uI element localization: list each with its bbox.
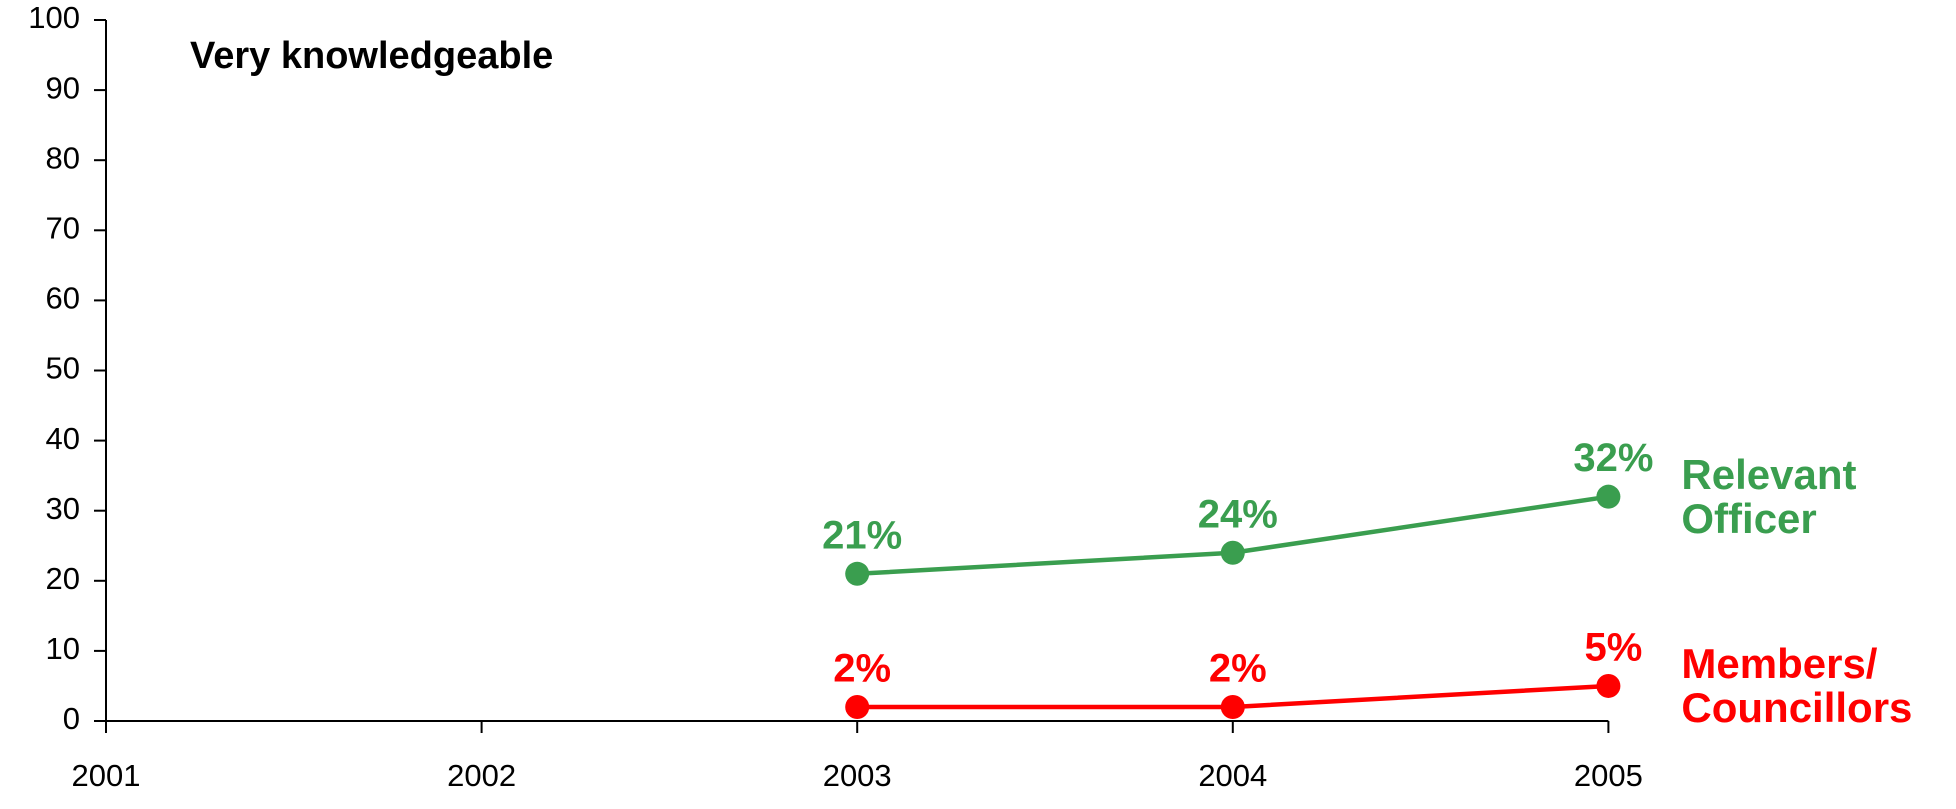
x-tick-label: 2004 <box>1198 758 1267 793</box>
y-tick-label: 0 <box>63 701 80 736</box>
y-tick-label: 40 <box>46 421 80 456</box>
data-label: 24% <box>1198 492 1278 536</box>
y-tick-label: 20 <box>46 561 80 596</box>
point <box>1596 484 1621 509</box>
legend-entry: Members/ Councillors <box>1681 639 1913 731</box>
y-tick-label: 80 <box>46 140 80 175</box>
point <box>1220 694 1245 719</box>
y-tick-label: 10 <box>46 631 80 666</box>
y-tick-label: 50 <box>46 351 80 386</box>
x-tick-label: 2001 <box>72 758 141 793</box>
x-tick-label: 2005 <box>1574 758 1643 793</box>
point <box>1596 673 1621 698</box>
data-label: 5% <box>1584 626 1642 670</box>
data-label: 2% <box>1209 647 1267 691</box>
point <box>1220 540 1245 565</box>
y-tick-label: 70 <box>46 210 80 245</box>
point <box>845 561 870 586</box>
legend-entry: Relevant Officer <box>1681 450 1857 542</box>
y-tick-label: 100 <box>28 0 80 35</box>
x-tick-label: 2003 <box>823 758 892 793</box>
x-tick-label: 2002 <box>447 758 516 793</box>
data-label: 21% <box>822 513 902 557</box>
y-tick-label: 30 <box>46 491 80 526</box>
y-tick-label: 60 <box>46 281 80 316</box>
data-label: 2% <box>833 647 891 691</box>
y-tick-label: 90 <box>46 70 80 105</box>
chart-title: Very knowledgeable <box>190 35 553 77</box>
data-label: 32% <box>1573 436 1653 480</box>
point <box>845 694 870 719</box>
